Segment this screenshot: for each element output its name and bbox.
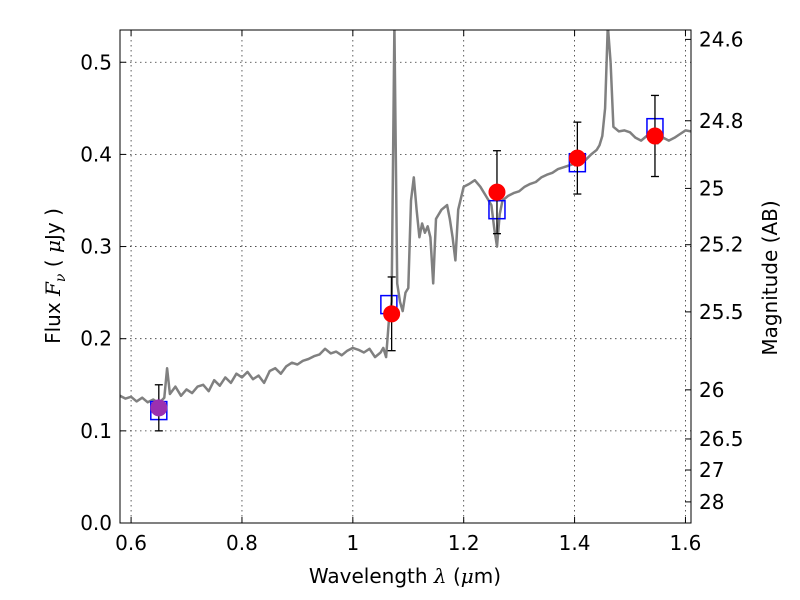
spectrum-layer (120, 30, 691, 405)
y2-tick-label: 26 (699, 378, 724, 402)
y2-tick-label: 25.5 (699, 300, 744, 324)
x-tick-label: 0.6 (115, 531, 147, 555)
y2-tick-label: 24.8 (699, 109, 744, 133)
y-tick-label: 0.4 (80, 142, 112, 166)
y2-tick-label: 25 (699, 176, 724, 200)
observed-point (488, 183, 506, 201)
plot-frame (119, 29, 692, 524)
y2-tick-label: 26.5 (699, 427, 744, 451)
x-tick-label: 0.8 (226, 531, 258, 555)
y2-tick-label: 28 (699, 490, 724, 514)
x-tick-label: 1.2 (448, 531, 480, 555)
observed-point (568, 149, 586, 167)
plot-background (120, 30, 691, 523)
x-tick-label: 1 (346, 531, 359, 555)
y2-tick-label: 25.2 (699, 233, 744, 257)
y-tick-label: 0.3 (80, 235, 112, 259)
x-tick-label: 1.4 (559, 531, 591, 555)
observed-point (646, 127, 664, 145)
spectrum-line (120, 30, 691, 405)
y-tick-label: 0.2 (80, 327, 112, 351)
y2-tick-label: 24.6 (699, 27, 744, 51)
observed-point (383, 305, 401, 323)
grid (120, 30, 691, 524)
x-axis-label: Wavelength λ (μm) (309, 564, 501, 588)
y2-axis-label: Magnitude (AB) (758, 200, 782, 355)
y-axis-label: Flux Fν ( μJy ) (41, 208, 69, 344)
y-tick-label: 0.1 (80, 419, 112, 443)
y2-tick-label: 27 (699, 458, 724, 482)
y-tick-label: 0.5 (80, 50, 112, 74)
ticks: 0.6 0.8 1 1.2 1.4 1.6 0.0 0.1 0.2 0.3 0.4 0.5 24.6 24… (80, 27, 743, 555)
marker-layer (150, 94, 664, 432)
observed-point (150, 399, 168, 417)
y-tick-label: 0.0 (80, 511, 112, 535)
x-tick-label: 1.6 (670, 531, 702, 555)
